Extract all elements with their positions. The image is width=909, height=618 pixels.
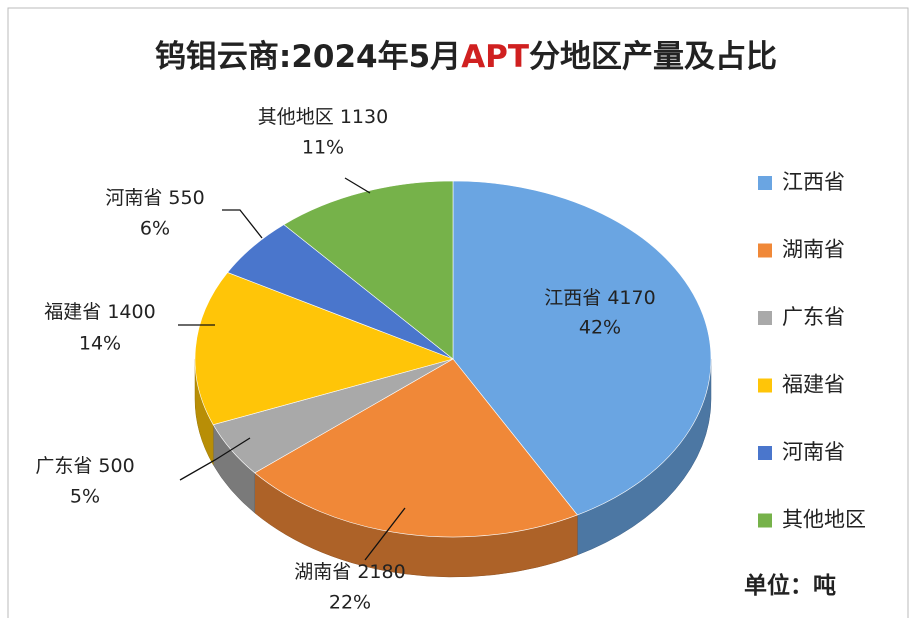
- data-label: 其他地区 1130: [258, 106, 388, 128]
- legend-swatch: [758, 378, 772, 393]
- label-value: 1400: [107, 301, 155, 323]
- title-part: 分地区产量及占比: [529, 39, 777, 75]
- percent-label: 11%: [302, 137, 344, 159]
- data-label: 广东省 500: [35, 455, 134, 477]
- legend-label: 福建省: [782, 373, 845, 397]
- data-label: 福建省 1400: [44, 301, 155, 323]
- legend-swatch: [758, 243, 772, 258]
- label-value: 4170: [607, 287, 655, 309]
- percent-label: 14%: [79, 333, 121, 355]
- legend-swatch: [758, 513, 772, 528]
- label-name: 广东省: [35, 455, 92, 477]
- slice: [194, 272, 454, 426]
- slice: [254, 358, 578, 538]
- legend-label: 其他地区: [782, 508, 866, 532]
- data-label: 江西省 4170: [544, 287, 655, 309]
- label-name: 湖南省: [294, 561, 351, 583]
- legend-swatch: [758, 311, 772, 325]
- label-value: 550: [168, 187, 204, 209]
- legend-label: 广东省: [782, 305, 845, 329]
- chart-title: 钨钼云商:2024年5月APT分地区产量及占比: [155, 39, 777, 75]
- title-part: 钨钼云商:2024年5月: [155, 39, 461, 75]
- data-label: 河南省 550: [105, 187, 204, 209]
- label-name: 福建省: [44, 301, 101, 323]
- label-value: 500: [98, 455, 134, 477]
- data-label: 湖南省 2180: [294, 561, 405, 583]
- slice: [283, 180, 454, 360]
- percent-label: 5%: [70, 486, 100, 508]
- label-name: 河南省: [105, 187, 162, 209]
- unit-note: 单位：吨: [744, 572, 836, 599]
- legend-label: 江西省: [782, 170, 845, 194]
- leader-line: [364, 507, 406, 561]
- leader-line: [344, 177, 371, 194]
- label-value: 2180: [357, 561, 405, 583]
- leader-line: [222, 209, 263, 239]
- percent-label: 42%: [579, 317, 621, 339]
- slice: [452, 180, 712, 516]
- label-name: 其他地区: [258, 106, 334, 128]
- label-name: 江西省: [544, 287, 601, 309]
- legend-label: 湖南省: [782, 238, 845, 262]
- percent-label: 22%: [329, 592, 371, 614]
- leader-line: [179, 437, 251, 481]
- legend-label: 河南省: [782, 440, 845, 464]
- percent-label: 6%: [140, 218, 170, 240]
- legend-swatch: [758, 446, 772, 460]
- title-part: APT: [461, 39, 529, 75]
- legend-swatch: [758, 176, 772, 190]
- label-value: 1130: [340, 106, 388, 128]
